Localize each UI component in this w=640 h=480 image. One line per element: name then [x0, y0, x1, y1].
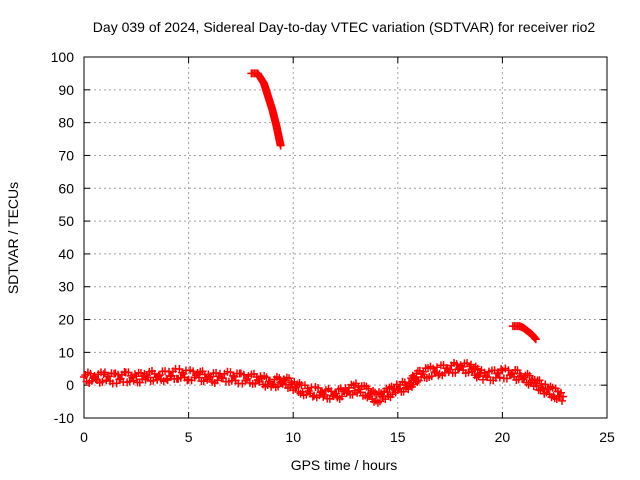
plot-frame: [83, 56, 608, 419]
data-point: [393, 386, 402, 395]
data-point: [102, 376, 111, 385]
data-point: [369, 386, 378, 395]
y-tick-label: 20: [58, 312, 74, 328]
axis-ticks: [83, 56, 608, 419]
data-point: [456, 361, 465, 370]
data-point: [433, 363, 442, 372]
data-point: [495, 373, 504, 382]
x-axis-label: GPS time / hours: [291, 457, 398, 473]
x-tick-label: 15: [390, 429, 406, 445]
x-tick-label: 20: [495, 429, 511, 445]
y-tick-label: 40: [58, 246, 74, 262]
data-point: [473, 364, 482, 373]
x-tick-label: 25: [599, 429, 615, 445]
data-point: [342, 389, 351, 398]
data-point: [98, 377, 107, 386]
series-arc-8-9-5h: [247, 69, 285, 150]
data-point: [481, 371, 490, 380]
data-point: [100, 368, 109, 377]
y-tick-label: 70: [58, 147, 74, 163]
data-point: [475, 369, 484, 378]
y-tick-labels: -10 0 10 20 30 40 50 60 70 80 90 100: [51, 49, 75, 426]
data-point: [213, 376, 222, 385]
data-point: [239, 370, 248, 379]
series-arc-20-5-21-6h: [508, 322, 540, 344]
data-point: [285, 374, 294, 383]
x-tick-label: 0: [80, 429, 88, 445]
y-axis-label: SDTVAR / TECUs: [5, 182, 21, 294]
data-point: [338, 392, 347, 401]
data-point: [413, 377, 422, 386]
x-tick-labels: 0 5 10 15 20 25: [80, 429, 615, 445]
data-point: [535, 376, 544, 385]
y-tick-label: 90: [58, 82, 74, 98]
data-point: [276, 141, 285, 150]
data-point: [531, 335, 540, 344]
data-point: [376, 397, 385, 406]
data-point: [541, 380, 550, 389]
data-point: [332, 389, 341, 398]
y-tick-label: 0: [66, 377, 74, 393]
x-tick-label: 10: [285, 429, 301, 445]
data-point: [559, 392, 568, 401]
data-point: [129, 376, 138, 385]
data-point: [364, 384, 373, 393]
y-tick-label: 30: [58, 279, 74, 295]
y-tick-label: 80: [58, 115, 74, 131]
y-tick-label: 50: [58, 213, 74, 229]
data-point: [383, 388, 392, 397]
x-tick-label: 5: [185, 429, 193, 445]
y-tick-label: 10: [58, 344, 74, 360]
data-point: [91, 374, 100, 383]
data-points: [80, 69, 568, 407]
data-point: [532, 381, 541, 390]
grid-lines: [84, 57, 607, 418]
chart-title: Day 039 of 2024, Sidereal Day-to-day VTE…: [93, 19, 596, 35]
data-point: [274, 382, 283, 391]
y-tick-label: 100: [51, 49, 75, 65]
data-point: [558, 396, 567, 405]
data-point: [189, 367, 198, 376]
data-point: [262, 373, 271, 382]
data-point: [504, 366, 513, 375]
y-tick-label: 60: [58, 180, 74, 196]
y-tick-label: -10: [54, 410, 74, 426]
data-point: [241, 376, 250, 385]
series-main-trace: [80, 358, 568, 407]
